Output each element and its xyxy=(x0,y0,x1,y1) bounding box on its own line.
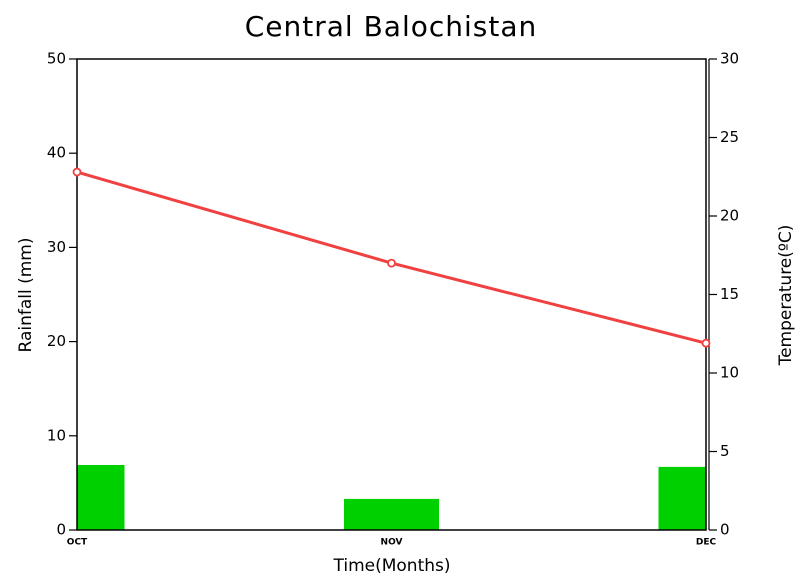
x-tick-label: OCT xyxy=(67,538,88,548)
y2-tick-label: 15 xyxy=(720,285,739,303)
y-tick-label: 50 xyxy=(47,50,66,68)
bar xyxy=(344,498,439,530)
bar-layer xyxy=(77,465,706,530)
y2-tick-label: 5 xyxy=(720,442,730,460)
x-tick-label: NOV xyxy=(381,538,403,548)
x-axis-label: Time(Months) xyxy=(332,556,450,576)
y-tick-label: 30 xyxy=(47,238,66,256)
line-marker xyxy=(387,258,396,268)
y2-tick-label: 10 xyxy=(720,364,739,382)
y-tick-label: 10 xyxy=(47,426,66,444)
y2-tick-label: 0 xyxy=(720,521,730,539)
y-tick-label: 20 xyxy=(47,332,66,350)
chart-title: Central Balochistan xyxy=(245,10,538,43)
y2-tick-label: 20 xyxy=(720,207,739,225)
line-marker xyxy=(701,338,711,348)
y2-tick-label: 25 xyxy=(720,128,739,146)
y-axis-label: Rainfall (mm) xyxy=(16,238,36,353)
x-tick-label: DEC xyxy=(696,538,717,548)
plot-frame xyxy=(76,58,707,531)
bar xyxy=(77,465,125,530)
line-marker xyxy=(72,167,82,177)
bar xyxy=(658,466,706,530)
y2-axis-label: Temperature(ºC) xyxy=(776,225,796,367)
y2-tick-label: 30 xyxy=(720,50,739,68)
temperature-line xyxy=(76,170,707,345)
y-tick-label: 40 xyxy=(47,144,66,162)
y-tick-label: 0 xyxy=(56,521,66,539)
